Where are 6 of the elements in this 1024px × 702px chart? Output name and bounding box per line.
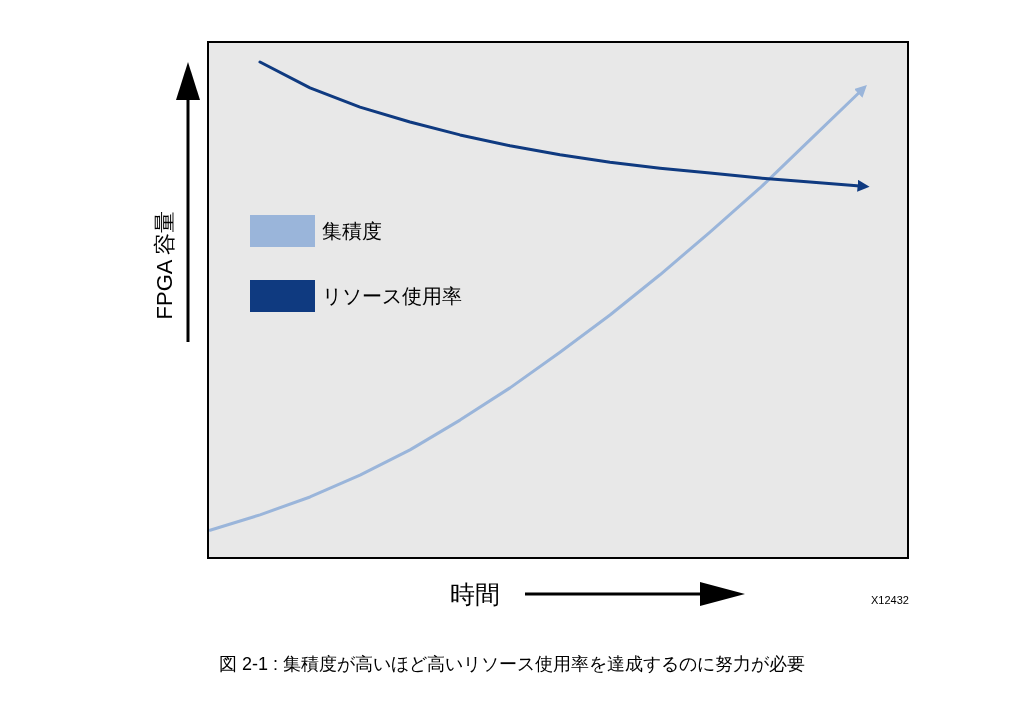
legend-label: 集積度 bbox=[322, 220, 382, 242]
caption: 図 2-1 : 集積度が高いほど高いリソース使用率を達成するのに努力が必要 bbox=[218, 654, 806, 674]
y-axis-title: FPGA 容量 bbox=[152, 210, 177, 320]
x-axis-title: 時間 bbox=[450, 580, 500, 608]
text: X12432 bbox=[871, 594, 909, 606]
legend-label: リソース使用率 bbox=[322, 285, 462, 307]
